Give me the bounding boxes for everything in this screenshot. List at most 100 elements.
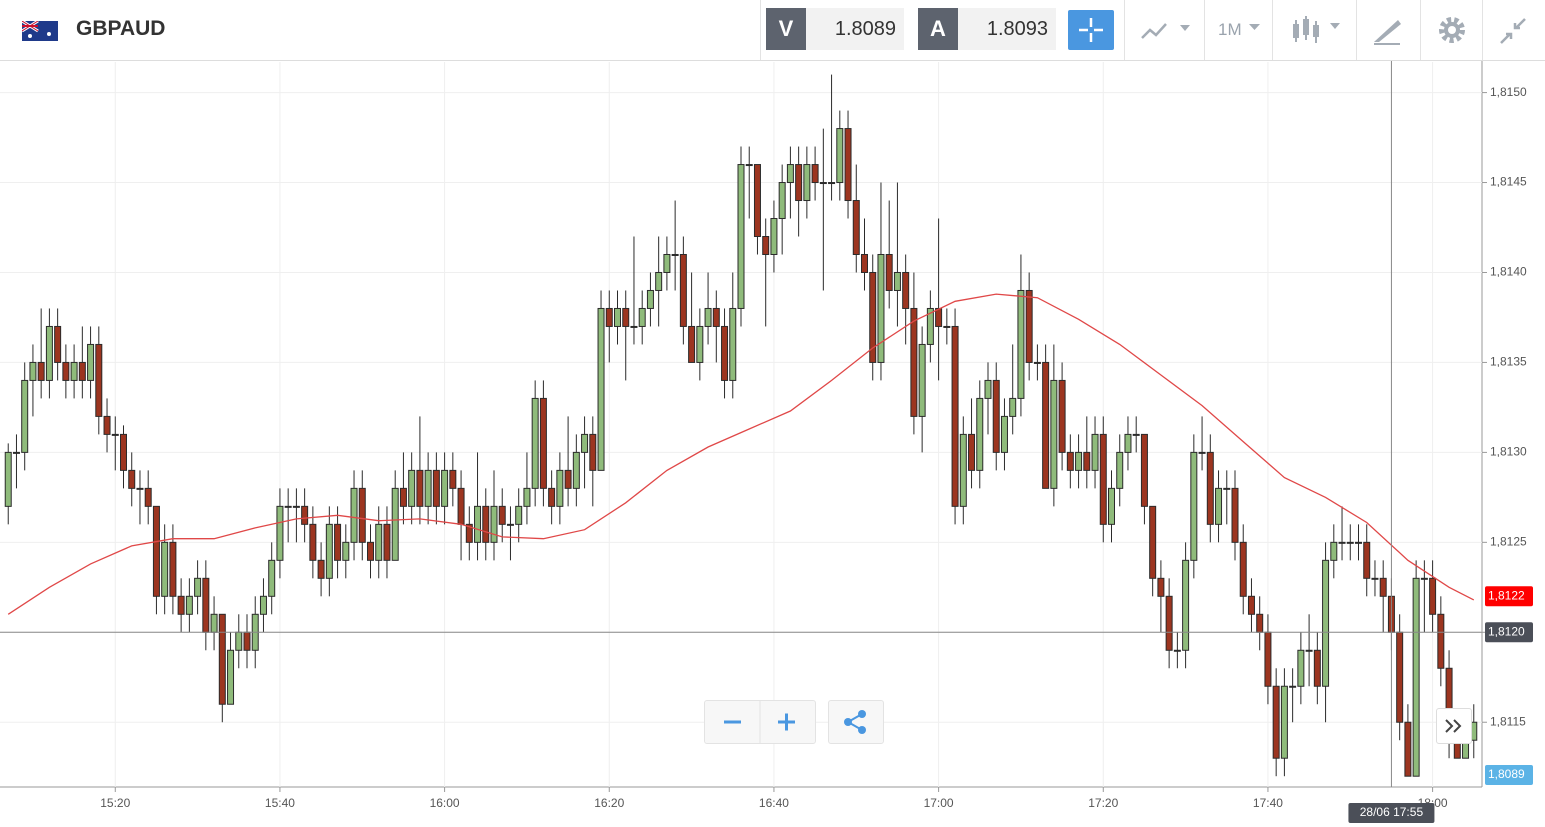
candle-body xyxy=(564,469,572,489)
sell-price[interactable]: 1.8089 xyxy=(806,8,904,50)
candle-body xyxy=(762,236,770,255)
candle-body xyxy=(1420,577,1428,580)
candle-body xyxy=(1206,451,1214,525)
candle-body xyxy=(111,433,119,436)
candle-body xyxy=(1346,541,1354,544)
candle-body xyxy=(1215,487,1223,525)
indicators-button[interactable] xyxy=(1290,14,1346,48)
candle-body xyxy=(1355,541,1362,544)
symbol: GBPAUD xyxy=(76,17,166,40)
candle-body xyxy=(893,271,901,291)
candle-body xyxy=(202,577,210,633)
candle-body xyxy=(54,325,62,363)
candle-body xyxy=(29,361,37,381)
candle-body xyxy=(1371,577,1379,580)
candle-body xyxy=(1091,433,1099,471)
zoom-in[interactable] xyxy=(778,713,795,731)
candle-body xyxy=(498,505,506,525)
candle-body xyxy=(1132,433,1140,436)
candle-body xyxy=(811,164,819,184)
candle-body xyxy=(1009,397,1017,417)
crosshair-x-label: 28/06 17:55 xyxy=(1360,805,1424,819)
settings-button[interactable] xyxy=(1436,14,1468,46)
sell-label[interactable]: V xyxy=(766,8,806,50)
candle-body xyxy=(984,379,992,399)
scroll-right-button[interactable] xyxy=(1436,708,1472,744)
candle-body xyxy=(235,631,243,651)
candle-body xyxy=(959,433,967,507)
candle-body xyxy=(935,307,943,327)
candle-body xyxy=(679,253,687,327)
candle-body xyxy=(441,469,449,507)
candle-body xyxy=(1083,451,1091,471)
candle-body xyxy=(1305,649,1313,652)
candle-body xyxy=(753,164,761,238)
candle-body xyxy=(1272,685,1280,759)
candle-body xyxy=(465,523,473,543)
candle-body xyxy=(671,253,679,256)
candle-body xyxy=(1058,379,1066,453)
candle-body xyxy=(531,397,539,489)
y-tick-label: 1,8135 xyxy=(1490,355,1527,369)
candle-body xyxy=(918,343,926,417)
bid-price-box xyxy=(1485,765,1533,785)
timeframe[interactable]: 1M xyxy=(1218,20,1242,39)
buy-label[interactable]: A xyxy=(918,8,958,50)
y-tick-label: 1,8150 xyxy=(1490,85,1527,99)
candle-body xyxy=(597,307,605,471)
candle-body xyxy=(87,343,95,381)
candle-body xyxy=(194,577,202,597)
draw-button[interactable] xyxy=(1370,14,1406,48)
candle-body xyxy=(869,271,877,363)
buy-price[interactable]: 1.8093 xyxy=(958,8,1056,50)
candle-body xyxy=(1124,433,1132,453)
share-button[interactable] xyxy=(828,700,884,744)
candle-body xyxy=(1042,361,1050,489)
candle-body xyxy=(490,505,498,543)
chart-type-button[interactable] xyxy=(1138,16,1196,46)
collapse-button[interactable] xyxy=(1498,16,1528,46)
candle-body xyxy=(268,559,276,597)
candle-body xyxy=(688,325,696,363)
candle-body xyxy=(1404,721,1412,777)
candle-body xyxy=(367,541,374,561)
candle-body xyxy=(539,397,547,489)
candle-body xyxy=(120,433,127,471)
candle-body xyxy=(1223,487,1231,490)
caret xyxy=(1249,24,1260,30)
x-tick-label: 16:40 xyxy=(759,796,789,810)
flag xyxy=(22,21,58,41)
candle-body xyxy=(548,487,556,507)
candle-body xyxy=(416,469,424,507)
candle-body xyxy=(309,523,317,561)
candle-body xyxy=(391,487,399,561)
candle-body xyxy=(581,433,589,453)
candle-body xyxy=(795,164,803,202)
candle-body xyxy=(1396,631,1404,723)
candle-body xyxy=(1149,505,1157,579)
candle-body xyxy=(1173,649,1181,652)
candle-body xyxy=(877,253,885,363)
candle-body xyxy=(943,325,951,328)
candle-body xyxy=(1075,451,1083,471)
candle-body xyxy=(976,397,984,471)
candle-body xyxy=(243,631,251,651)
candle-body xyxy=(1066,451,1074,471)
crosshair-button[interactable] xyxy=(1068,10,1114,50)
candle-body xyxy=(1000,415,1008,453)
candle-body xyxy=(605,307,613,327)
candle-body xyxy=(185,595,193,615)
candle-body xyxy=(614,307,621,327)
candle-body xyxy=(729,307,737,381)
candle-body xyxy=(1157,577,1165,597)
candle-body xyxy=(885,253,893,291)
candle-body xyxy=(786,164,794,184)
candle-body xyxy=(655,271,663,291)
candle-body xyxy=(144,487,152,507)
candle-body xyxy=(1140,433,1148,507)
candle-body xyxy=(292,505,300,508)
candle-body xyxy=(317,559,325,579)
candle-body xyxy=(383,523,391,561)
candle-body xyxy=(169,541,177,597)
candle-body xyxy=(1116,451,1124,489)
